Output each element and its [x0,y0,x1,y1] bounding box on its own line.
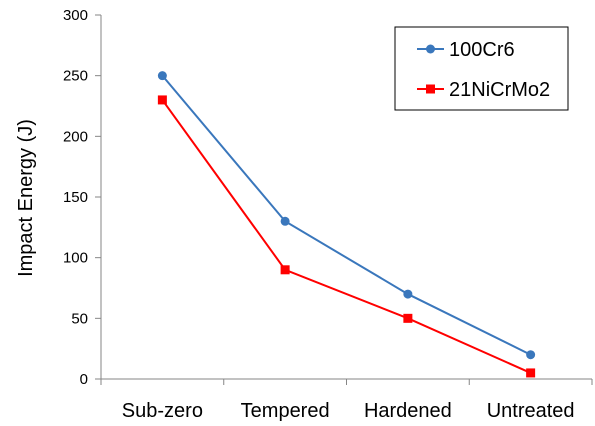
legend-entry: 21NiCrMo2 [417,79,550,101]
data-point-square [157,95,167,105]
legend-box [394,26,569,111]
legend: 100Cr6 21NiCrMo2 [394,26,569,111]
data-point-square [403,313,413,323]
legend-entry: 100Cr6 [417,39,515,61]
y-tick-label: 250 [63,68,88,85]
data-series [157,71,536,378]
data-point-square [526,368,536,378]
y-tick-label: 0 [80,371,88,388]
series-21NiCrMo2 [157,95,536,378]
y-tick-label: 200 [63,128,88,145]
x-tick-label: Hardened [364,400,452,421]
data-point-circle [280,216,290,226]
legend-marker-square [426,84,435,94]
data-point-circle [526,350,536,360]
series-line [161,75,532,356]
legend-marker-circle [426,44,435,54]
y-tick-label: 150 [63,189,88,206]
x-tick-label: Tempered [241,400,330,421]
series-line [161,99,532,374]
x-tick-label: Sub-zero [122,400,203,421]
data-point-square [280,265,290,275]
y-tick-label: 50 [71,310,88,327]
data-point-circle [157,71,167,81]
y-tick-label: 300 [63,7,88,24]
series-100Cr6 [157,71,536,360]
tick-labels: 0 50 100 150 200 250 300 Sub-zero Tempered Harden… [63,7,575,422]
legend-label: 100Cr6 [449,39,515,61]
x-tick-label: Untreated [487,400,575,421]
data-point-circle [403,289,413,299]
legend-label: 21NiCrMo2 [449,79,550,101]
y-tick-label: 100 [63,250,88,267]
axes [95,14,593,385]
y-axis-label: Impact Energy (J) [15,119,37,277]
